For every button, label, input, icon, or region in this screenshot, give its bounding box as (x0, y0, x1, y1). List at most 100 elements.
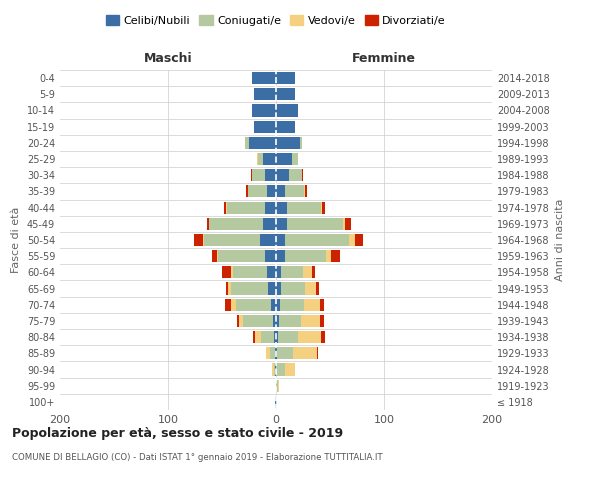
Bar (331, 250, 340, 262)
Bar (251, 169, 252, 181)
Bar (229, 282, 230, 294)
Bar (224, 202, 226, 213)
Bar (246, 186, 248, 198)
Bar (316, 282, 319, 294)
Bar (265, 250, 276, 262)
Bar (275, 396, 276, 408)
Bar (261, 331, 274, 343)
Bar (269, 348, 275, 360)
Bar (292, 153, 298, 165)
Bar (320, 298, 323, 311)
Bar (217, 250, 218, 262)
Bar (343, 218, 345, 230)
Bar (326, 250, 331, 262)
Text: Popolazione per età, sesso e stato civile - 2019: Popolazione per età, sesso e stato civil… (12, 428, 343, 440)
Bar (276, 88, 295, 101)
Bar (271, 298, 276, 311)
Bar (287, 218, 343, 230)
Bar (276, 72, 295, 84)
Bar (263, 153, 276, 165)
Text: COMUNE DI BELLAGIO (CO) - Dati ISTAT 1° gennaio 2019 - Elaborazione TUTTITALIA.I: COMUNE DI BELLAGIO (CO) - Dati ISTAT 1° … (12, 452, 383, 462)
Bar (349, 234, 355, 246)
Bar (265, 169, 276, 181)
Bar (252, 104, 276, 117)
Bar (265, 202, 276, 213)
Bar (311, 266, 315, 278)
Bar (276, 266, 281, 278)
Bar (276, 218, 287, 230)
Bar (252, 72, 276, 84)
Bar (203, 234, 260, 246)
Bar (209, 218, 263, 230)
Bar (276, 364, 284, 376)
Bar (281, 266, 303, 278)
Bar (320, 315, 323, 327)
Bar (194, 234, 203, 246)
Bar (249, 137, 276, 149)
Bar (355, 234, 364, 246)
Bar (304, 298, 320, 311)
Bar (260, 234, 276, 246)
Bar (236, 298, 271, 311)
Text: Femmine: Femmine (352, 52, 416, 65)
Bar (281, 282, 305, 294)
Bar (276, 169, 289, 181)
Bar (276, 186, 284, 198)
Bar (298, 331, 322, 343)
Legend: Celibi/Nubili, Coniugati/e, Vedovi/e, Divorziati/e: Celibi/Nubili, Coniugati/e, Vedovi/e, Di… (101, 10, 451, 30)
Bar (239, 315, 242, 327)
Bar (275, 364, 276, 376)
Bar (284, 186, 304, 198)
Bar (276, 104, 298, 117)
Bar (345, 218, 350, 230)
Bar (252, 169, 265, 181)
Bar (317, 348, 318, 360)
Bar (284, 234, 349, 246)
Bar (305, 282, 316, 294)
Bar (230, 298, 236, 311)
Y-axis label: Fasce di età: Fasce di età (11, 207, 21, 273)
Bar (276, 282, 281, 294)
Bar (237, 315, 239, 327)
Bar (225, 298, 230, 311)
Bar (227, 202, 265, 213)
Bar (276, 137, 300, 149)
Bar (233, 266, 268, 278)
Bar (303, 266, 311, 278)
Bar (207, 218, 209, 230)
Bar (257, 153, 263, 165)
Bar (268, 266, 276, 278)
Bar (293, 348, 317, 360)
Bar (287, 202, 322, 213)
Text: Maschi: Maschi (143, 52, 193, 65)
Bar (322, 331, 325, 343)
Bar (266, 348, 269, 360)
Bar (242, 315, 273, 327)
Bar (276, 298, 280, 311)
Bar (279, 315, 301, 327)
Bar (274, 364, 275, 376)
Bar (278, 331, 298, 343)
Bar (284, 364, 295, 376)
Bar (302, 169, 303, 181)
Bar (254, 120, 276, 132)
Bar (248, 186, 268, 198)
Bar (274, 331, 276, 343)
Bar (284, 250, 326, 262)
Bar (273, 315, 276, 327)
Bar (305, 186, 307, 198)
Bar (276, 202, 287, 213)
Bar (275, 348, 276, 360)
Bar (276, 250, 284, 262)
Bar (276, 315, 279, 327)
Bar (230, 266, 233, 278)
Bar (276, 120, 295, 132)
Bar (268, 186, 276, 198)
Bar (276, 153, 292, 165)
Bar (230, 282, 268, 294)
Bar (301, 315, 320, 327)
Bar (276, 331, 278, 343)
Bar (277, 348, 293, 360)
Bar (268, 282, 276, 294)
Bar (245, 137, 249, 149)
